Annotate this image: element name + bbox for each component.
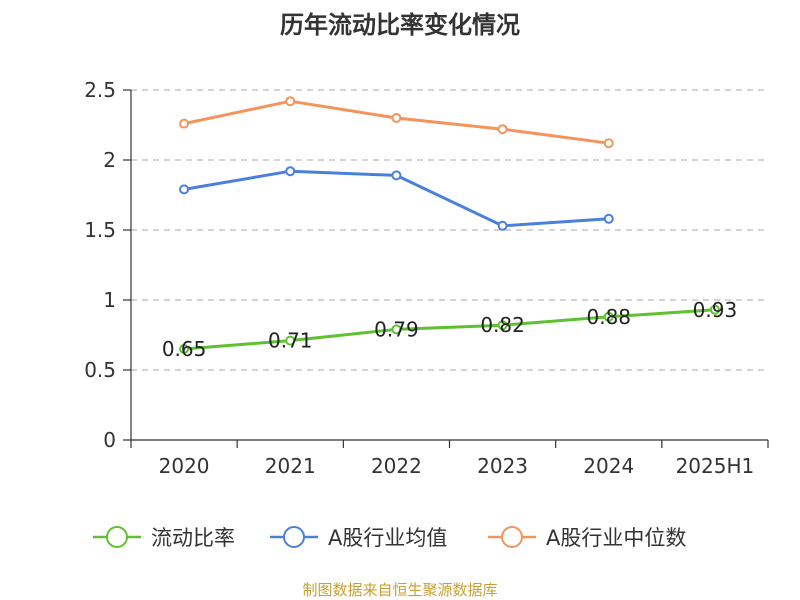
x-tick-label: 2024 bbox=[583, 454, 634, 478]
data-point bbox=[179, 344, 190, 354]
data-point bbox=[497, 220, 508, 231]
x-tick-label: 2022 bbox=[371, 454, 422, 478]
data-label: 0.88 bbox=[586, 305, 631, 329]
data-point bbox=[285, 166, 296, 177]
x-tick-label: 2020 bbox=[159, 454, 210, 478]
data-point bbox=[497, 320, 508, 331]
data-label: 0.79 bbox=[374, 317, 419, 341]
series-line bbox=[183, 308, 716, 351]
data-point bbox=[709, 304, 720, 315]
legend-label: A股行业中位数 bbox=[546, 526, 686, 550]
chart-title: 历年流动比率变化情况 bbox=[280, 11, 520, 39]
series-group bbox=[179, 96, 720, 354]
data-point bbox=[179, 118, 190, 129]
data-point bbox=[603, 311, 614, 322]
data-label: 0.82 bbox=[480, 313, 525, 337]
source-note: 制图数据来自恒生聚源数据库 bbox=[302, 581, 497, 599]
data-point bbox=[391, 170, 402, 181]
data-labels: 0.65 0.71 0.79 0.82 0.88 0.93 bbox=[162, 298, 737, 361]
legend-label: A股行业均值 bbox=[328, 526, 447, 550]
legend-marker bbox=[106, 526, 128, 548]
x-tick-label: 2025H1 bbox=[676, 454, 755, 478]
y-tick-label: 0 bbox=[103, 428, 116, 452]
data-point bbox=[285, 96, 296, 107]
y-tick-label: 0.5 bbox=[84, 358, 116, 382]
legend-marker bbox=[501, 526, 523, 548]
axes: 0 0.5 1 1.5 2 2.5 2020 2021 2022 2023 2024 2025H1 bbox=[84, 78, 769, 478]
y-tick-label: 2.5 bbox=[84, 78, 116, 102]
data-point bbox=[179, 184, 190, 195]
data-point bbox=[391, 324, 402, 335]
grid-lines bbox=[131, 89, 768, 371]
legend-marker bbox=[283, 526, 305, 548]
data-label: 0.71 bbox=[268, 329, 313, 353]
data-point bbox=[497, 124, 508, 135]
data-point bbox=[603, 138, 614, 149]
data-point bbox=[285, 335, 296, 346]
x-tick-label: 2023 bbox=[477, 454, 528, 478]
data-label: 0.65 bbox=[162, 337, 207, 361]
y-tick-label: 1 bbox=[103, 288, 116, 312]
y-tick-label: 2 bbox=[103, 148, 116, 172]
legend-label: 流动比率 bbox=[151, 526, 235, 550]
data-point bbox=[603, 213, 614, 224]
data-label: 0.93 bbox=[693, 298, 738, 322]
y-tick-label: 1.5 bbox=[84, 218, 116, 242]
data-point bbox=[391, 113, 402, 123]
x-tick-label: 2021 bbox=[265, 454, 316, 478]
legend: 流动比率 A股行业均值 A股行业中位数 bbox=[93, 526, 686, 550]
